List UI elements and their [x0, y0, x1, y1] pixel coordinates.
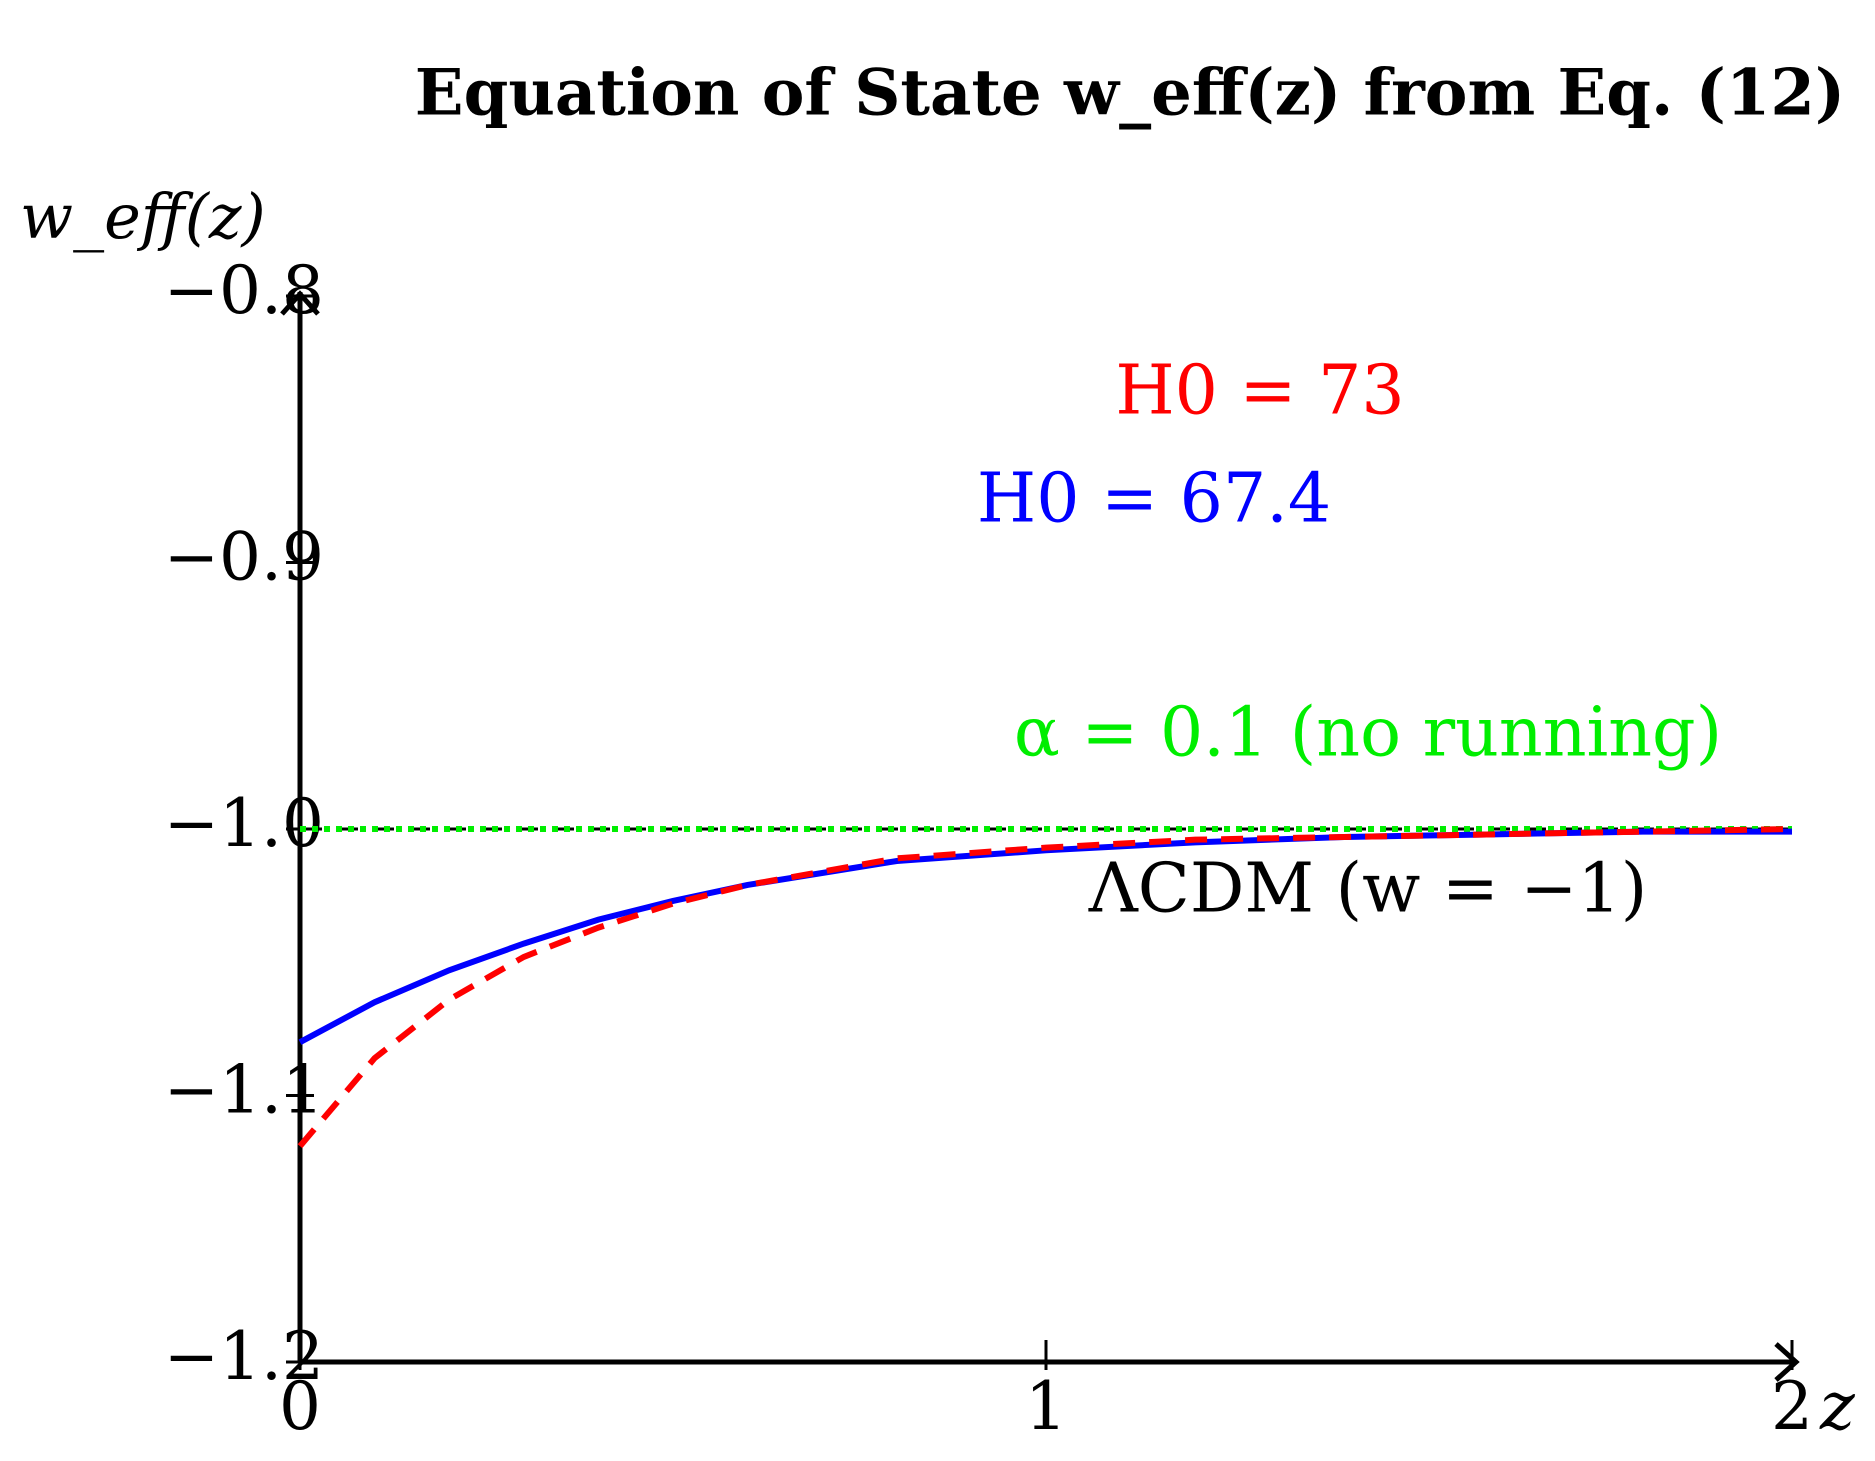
- series-label: H0 = 73: [1115, 352, 1404, 431]
- x-axis-arrow: [1774, 1342, 1800, 1382]
- x-tick-label: 1: [1025, 1368, 1067, 1445]
- y-tick-label: −0.8: [164, 252, 324, 329]
- x-tick-label: 0: [279, 1368, 321, 1445]
- series-label: H0 = 67.4: [977, 460, 1331, 539]
- series-label: ΛCDM (w = −1): [1088, 850, 1648, 929]
- series-line: [298, 828, 1792, 1045]
- y-axis-label: w_eff(z): [20, 180, 266, 253]
- x-tick-label: 2: [1771, 1368, 1813, 1445]
- series-label: α = 0.1 (no running): [1014, 694, 1722, 773]
- y-tick-label: −1.2: [164, 1318, 324, 1395]
- series-line: [297, 826, 1793, 1149]
- y-tick-label: −0.9: [164, 519, 324, 596]
- x-axis-label: z: [1819, 1368, 1856, 1445]
- y-axis-arrow: [280, 290, 320, 316]
- y-tick-label: −1.0: [164, 785, 324, 862]
- y-tick-label: −1.1: [164, 1052, 324, 1129]
- chart-title: Equation of State w_eff(z) from Eq. (12): [415, 56, 1845, 131]
